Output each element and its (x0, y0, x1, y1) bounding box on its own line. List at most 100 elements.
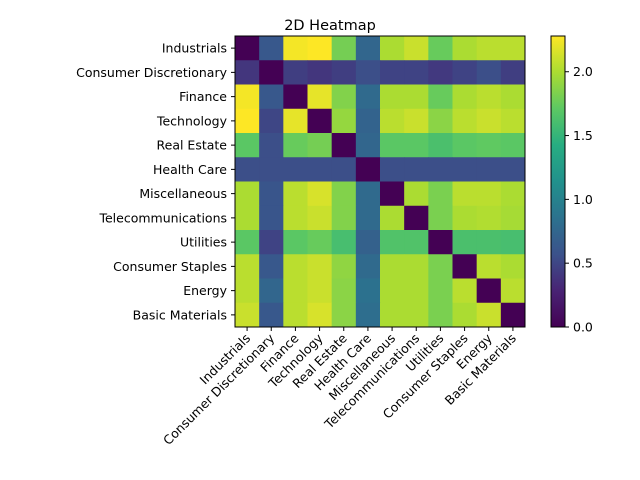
heatmap-cell (283, 254, 308, 279)
y-tick-label: Technology (156, 113, 228, 128)
heatmap-cell (428, 278, 453, 304)
heatmap-cell (259, 278, 284, 304)
heatmap-cell (500, 181, 526, 207)
heatmap-cell (404, 60, 429, 85)
heatmap-cell (235, 157, 260, 182)
heatmap-cell (452, 60, 478, 85)
heatmap-cell (259, 157, 284, 182)
heatmap-cell (259, 181, 284, 207)
heatmap-cell (235, 302, 260, 328)
plot-frame (234, 35, 526, 328)
heatmap-cell (331, 108, 357, 134)
heatmap-cell (404, 108, 429, 134)
heatmap-cell (380, 302, 405, 328)
heatmap-cell (283, 36, 308, 61)
heatmap-cell (404, 205, 429, 231)
heatmap-cell (331, 181, 357, 207)
y-tick-label: Consumer Discretionary (76, 65, 227, 80)
heatmap-cell (283, 133, 308, 158)
heatmap-cell (476, 157, 502, 182)
heatmap-cell (476, 36, 502, 61)
heatmap-cell (404, 133, 429, 158)
heatmap-cell (307, 84, 333, 110)
heatmap-cell (355, 157, 381, 182)
heatmap-cell (235, 84, 260, 110)
heatmap-cell (235, 60, 260, 85)
heatmap-cell (235, 254, 260, 279)
heatmap-cell (500, 60, 526, 85)
y-tick-label: Consumer Staples (113, 259, 227, 274)
heatmap-cell (452, 133, 478, 158)
heatmap-cell (331, 157, 357, 182)
heatmap-cell (259, 133, 284, 158)
heatmap-cell (452, 157, 478, 182)
heatmap-cell (500, 254, 526, 279)
heatmap-cell (404, 230, 429, 255)
heatmap-cell (452, 205, 478, 231)
heatmap-cell (476, 133, 502, 158)
heatmap-cell (355, 133, 381, 158)
heatmap-cell (452, 302, 478, 328)
heatmap-cell (331, 230, 357, 255)
heatmap-cell (259, 60, 284, 85)
heatmap-cell (500, 278, 526, 304)
heatmap-cell (235, 230, 260, 255)
heatmap-cell (259, 205, 284, 231)
heatmap-cell (355, 84, 381, 110)
heatmap-cell (283, 108, 308, 134)
heatmap-cell (283, 84, 308, 110)
heatmap-cell (283, 278, 308, 304)
heatmap-cell (307, 108, 333, 134)
heatmap-cell (404, 254, 429, 279)
heatmap-cell (331, 205, 357, 231)
heatmap-cell (259, 36, 284, 61)
heatmap-cell (404, 36, 429, 61)
heatmap-cell (404, 181, 429, 207)
heatmap-cell (500, 230, 526, 255)
heatmap-cell (500, 157, 526, 182)
y-tick-label: Telecommunications (98, 210, 227, 225)
heatmap-cell (500, 205, 526, 231)
heatmap-cell (428, 36, 453, 61)
heatmap-cell (476, 302, 502, 328)
chart-title: 2D Heatmap (284, 18, 376, 34)
heatmap-cell (355, 108, 381, 134)
heatmap-cell (500, 108, 526, 134)
y-tick-label: Basic Materials (133, 307, 227, 322)
heatmap-cell (331, 254, 357, 279)
colorbar-frame (550, 35, 566, 328)
colorbar-tick-label: 1.5 (573, 128, 593, 143)
heatmap-cell (380, 205, 405, 231)
heatmap-cell (307, 254, 333, 279)
heatmap-cell (259, 84, 284, 110)
colorbar-tick-label: 1.0 (573, 192, 593, 207)
heatmap-cell (380, 108, 405, 134)
heatmap-cell (283, 205, 308, 231)
heatmap-cell (428, 181, 453, 207)
heatmap-cell (235, 205, 260, 231)
heatmap-cell (235, 133, 260, 158)
heatmap-cell (500, 36, 526, 61)
heatmap-cell (259, 254, 284, 279)
heatmap-cell (380, 278, 405, 304)
heatmap-cell (331, 278, 357, 304)
heatmap-cell (500, 84, 526, 110)
heatmap-cell (259, 302, 284, 328)
heatmap-cell (307, 278, 333, 304)
heatmap-cell (476, 278, 502, 304)
heatmap-cell (355, 254, 381, 279)
heatmap-cell (331, 84, 357, 110)
heatmap-cell (428, 302, 453, 328)
heatmap-cell (428, 108, 453, 134)
y-tick-label: Finance (179, 89, 227, 104)
heatmap-cell (307, 230, 333, 255)
heatmap-cell (355, 36, 381, 61)
heatmap-cell (404, 84, 429, 110)
heatmap-cell (428, 84, 453, 110)
heatmap-cell (380, 230, 405, 255)
heatmap-cell (259, 108, 284, 134)
heatmap-cell (307, 133, 333, 158)
heatmap-cell (428, 60, 453, 85)
heatmap-cell (355, 181, 381, 207)
heatmap-cell (452, 254, 478, 279)
